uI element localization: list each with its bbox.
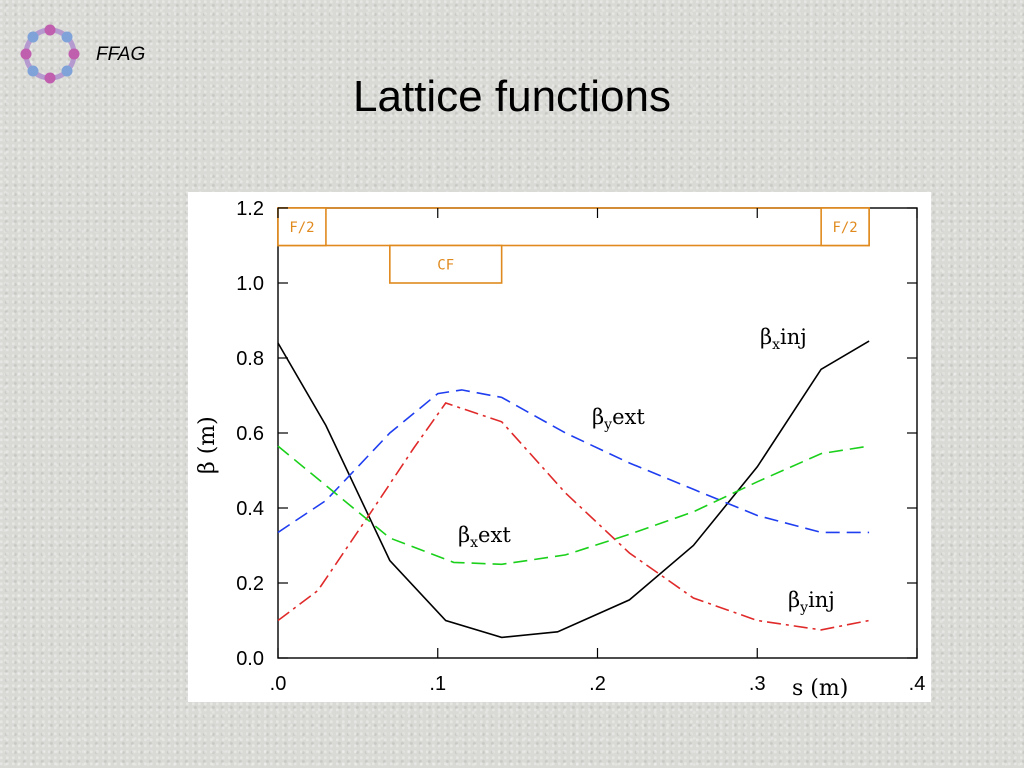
x-tick-label: .0 (270, 673, 287, 695)
y-tick-label: 1.0 (236, 273, 264, 295)
lattice-element-box (820, 207, 870, 247)
series-line-3 (277, 445, 870, 566)
y-tick-label: 0.8 (236, 348, 264, 370)
lattice-element-label: CF (437, 257, 454, 273)
lattice-element-box (277, 207, 327, 247)
lattice-element-box (389, 244, 503, 284)
y-tick-label: 0.2 (236, 573, 264, 595)
page-title: Lattice functions (353, 72, 671, 121)
lattice-element-label: F/2 (289, 220, 314, 236)
y-tick-label: 0.6 (236, 423, 264, 445)
x-tick-label: .3 (749, 673, 766, 695)
lattice-beamline (277, 207, 870, 247)
curve-label-bx-inj: βxinj (760, 325, 807, 353)
lattice-chart: F/2 F/2 CF .0 .1 .2 .3 .4 0.0 0.2 0.4 0.6 0.8 1.0 1.2… (188, 192, 931, 702)
y-tick-label: 0.4 (236, 498, 264, 520)
y-tick-label: 0.0 (236, 648, 264, 670)
x-tick-label: .4 (909, 673, 926, 695)
x-tick-label: .1 (429, 673, 446, 695)
ffag-ring-logo-icon (20, 24, 80, 84)
series-line-2 (277, 402, 870, 631)
curve-label-by-ext: βyext (592, 405, 645, 433)
y-tick-label: 1.2 (236, 198, 264, 220)
brand-label: FFAG (96, 44, 146, 65)
lattice-element-label: F/2 (832, 220, 857, 236)
series-line-1 (277, 389, 870, 534)
curve-label-by-inj: βyinj (788, 588, 835, 616)
chart-canvas: F/2 F/2 CF .0 .1 .2 .3 .4 0.0 0.2 0.4 0.6 0.8 1.0 1.2… (195, 198, 926, 701)
y-axis-label: β (m) (195, 416, 220, 474)
x-tick-label: .2 (589, 673, 606, 695)
x-axis-label: s (m) (792, 676, 848, 701)
curve-label-bx-ext: βxext (458, 523, 511, 551)
series-line-0 (277, 340, 870, 639)
